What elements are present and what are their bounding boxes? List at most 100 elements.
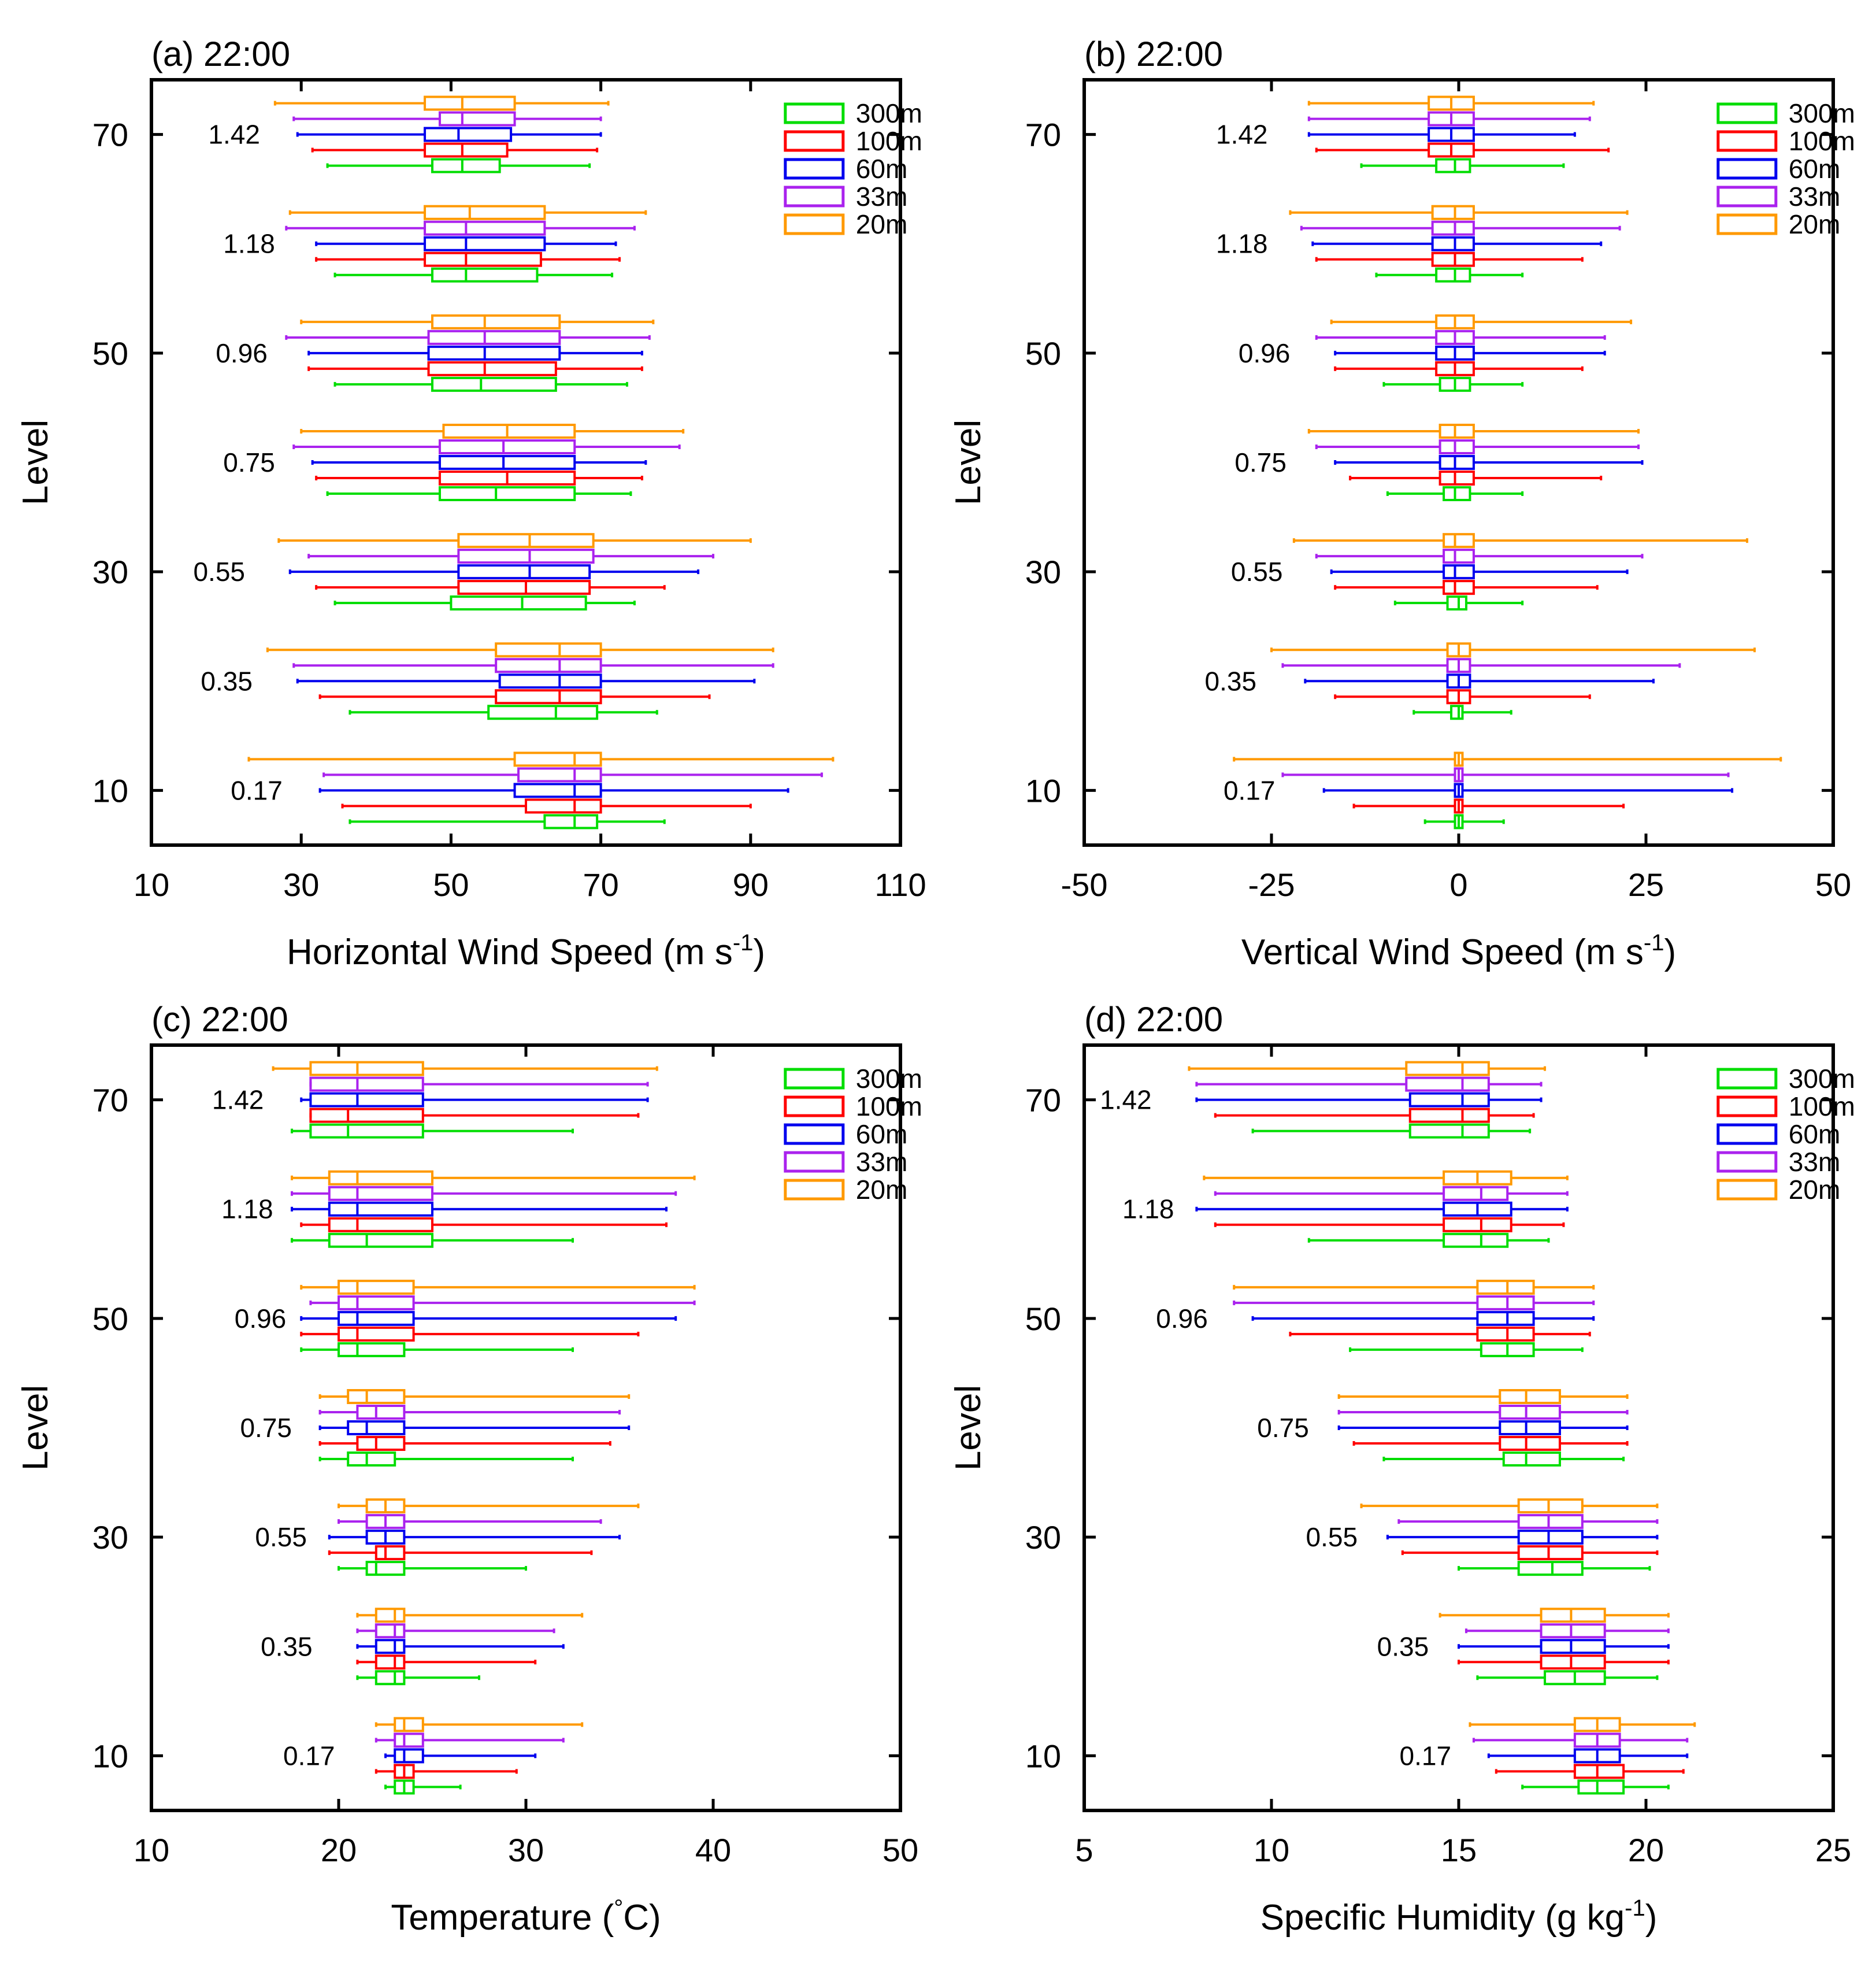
box-33m-level-50 [285,329,651,345]
box-33m-level-30 [338,1514,602,1530]
box-33m-level-30 [1397,1514,1659,1530]
box-iqr [495,642,602,658]
legend-swatch-100m [784,1095,845,1117]
legend-label-33m: 33m [1789,182,1840,212]
legend-label-60m: 60m [856,154,907,184]
box-iqr [424,251,542,267]
x-tick-label: 70 [583,866,618,903]
box-iqr [1408,1123,1490,1139]
x-tick-label: 110 [874,866,926,903]
box-300m-level-40 [1386,486,1524,501]
level-label: 0.35 [1377,1631,1429,1661]
box-60m-level-60 [1195,1201,1569,1217]
box-100m-level-10 [1495,1764,1685,1779]
box-60m-level-50 [1251,1310,1595,1326]
series-300m [1360,158,1565,830]
box-20m-level-70 [1307,95,1595,111]
box-iqr [1476,1326,1535,1342]
box-iqr [375,1639,406,1654]
series-100m [1315,142,1625,814]
series-20m [272,1061,696,1732]
box-300m-level-50 [1382,376,1524,392]
box-300m-level-60 [291,1232,574,1248]
series-100m [300,1108,668,1779]
box-33m-level-60 [1214,1186,1569,1201]
legend-swatch-60m [784,1123,845,1145]
box-300m-level-10 [1521,1779,1670,1795]
box-100m-level-10 [375,1764,518,1779]
box-100m-level-70 [311,142,599,158]
box-100m-level-50 [1334,361,1584,376]
legend-label-20m: 20m [1789,1175,1840,1205]
x-tick-label: 5 [1075,1832,1093,1868]
box-300m-level-50 [1349,1342,1584,1357]
level-label: 1.42 [212,1085,264,1115]
box-iqr [1435,267,1471,283]
panel-title: (b) 22:00 [1084,35,1223,73]
box-60m-level-10 [318,783,789,798]
box-33m-level-60 [285,220,636,236]
y-tick-label: 30 [92,1519,128,1556]
y-axis-label: Level [16,1385,55,1471]
box-iqr [457,580,591,595]
box-100m-level-60 [315,251,621,267]
box-300m-level-70 [1360,158,1565,173]
box-20m-level-60 [291,1170,696,1186]
legend-label-300m: 300m [856,98,922,128]
box-33m-level-50 [1233,1295,1595,1310]
box-iqr [1443,1217,1512,1232]
series-20m [1233,95,1782,767]
box-60m-level-40 [1337,1420,1629,1435]
legend-label-300m: 300m [1789,1064,1855,1094]
box-100m-level-30 [1401,1545,1659,1561]
box-60m-level-10 [384,1748,537,1764]
box-300m-level-40 [326,486,632,501]
box-iqr [457,549,595,564]
legend-label-20m: 20m [856,209,907,239]
x-tick-label: 30 [283,866,319,903]
box-iqr [1431,205,1475,220]
legend-label-300m: 300m [856,1064,922,1094]
box-iqr [328,1186,433,1201]
x-tick-label: 25 [1815,1832,1851,1868]
box-33m-level-10 [1281,767,1730,783]
box-300m-level-40 [1382,1451,1625,1467]
box-300m-level-20 [356,1670,480,1686]
x-tick-label: 15 [1441,1832,1477,1868]
box-iqr [365,1561,406,1576]
y-tick-label: 10 [92,772,128,809]
box-60m-level-60 [1311,236,1603,251]
box-iqr [347,1389,406,1404]
box-300m-level-20 [348,705,658,720]
series-20m [1188,1061,1696,1732]
box-iqr [1431,236,1475,251]
box-iqr [338,1326,415,1342]
legend-swatch-33m [1716,186,1778,208]
box-iqr [394,1748,424,1764]
box-iqr [375,1608,406,1623]
level-label: 0.55 [193,557,245,587]
panel-a: (a) 22:00 10 30 50 70 90 110 10 30 50 70 Horizontal… [16,35,926,972]
box-33m-level-70 [309,1076,649,1092]
legend-swatch-300m [784,102,845,124]
box-iqr [1517,1514,1584,1530]
x-tick-label: 50 [1815,866,1851,903]
x-tick-label: 50 [433,866,469,903]
box-iqr [431,376,557,392]
box-60m-level-70 [1195,1092,1543,1108]
box-20m-level-30 [277,533,752,549]
box-iqr [1443,533,1475,549]
box-iqr [338,1342,406,1357]
box-100m-level-20 [1458,1654,1670,1670]
box-33m-level-40 [292,439,681,454]
box-300m-level-70 [1251,1123,1532,1139]
box-iqr [347,1420,406,1435]
box-33m-level-40 [1315,439,1640,454]
box-100m-level-60 [1214,1217,1565,1232]
box-100m-level-20 [1334,689,1591,705]
box-iqr [424,142,509,158]
box-300m-level-20 [1476,1670,1659,1686]
box-iqr [1499,1389,1561,1404]
y-axis-label: Level [948,1385,988,1471]
